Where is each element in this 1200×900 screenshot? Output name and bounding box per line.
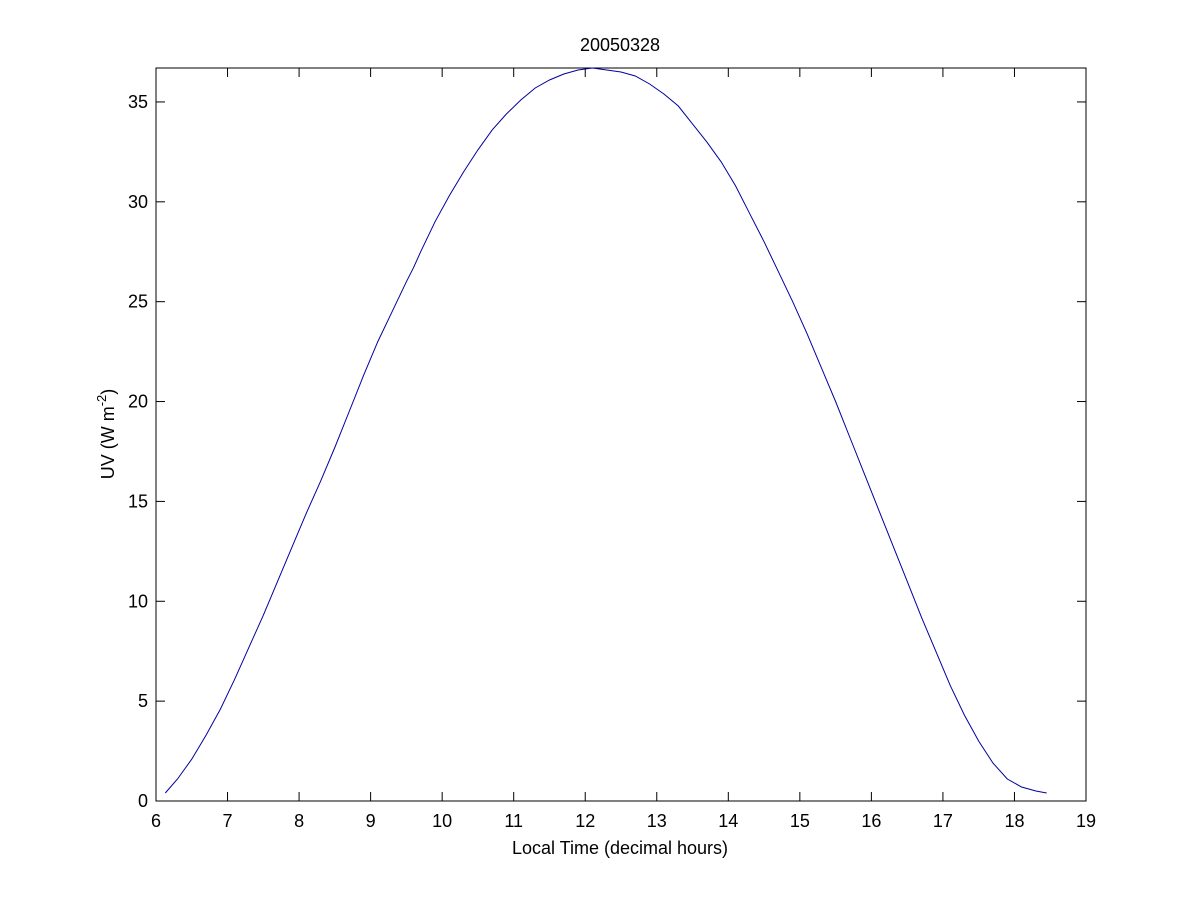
x-tick-label: 7 <box>223 811 233 831</box>
y-tick-label: 20 <box>128 392 148 412</box>
y-axis-label-suffix: ) <box>98 389 118 395</box>
x-tick-label: 8 <box>294 811 304 831</box>
uv-series-line <box>164 67 1047 794</box>
axes-box <box>155 67 1087 802</box>
y-tick-label: 15 <box>128 491 148 511</box>
y-axis-label-main: UV (W m <box>98 406 118 479</box>
x-tick-label: 16 <box>861 811 881 831</box>
x-axis-ticks: 6 7 8 9 10 11 12 13 14 15 16 17 18 19 <box>151 68 1096 831</box>
x-tick-label: 15 <box>790 811 810 831</box>
y-axis-label-exponent: -2 <box>94 395 109 407</box>
x-tick-label: 19 <box>1076 811 1096 831</box>
y-tick-label: 10 <box>128 591 148 611</box>
x-tick-label: 12 <box>575 811 595 831</box>
x-tick-label: 6 <box>151 811 161 831</box>
x-tick-label: 10 <box>432 811 452 831</box>
x-tick-label: 11 <box>504 811 523 831</box>
x-axis-label: Local Time (decimal hours) <box>512 838 728 858</box>
y-axis-ticks: 0 5 10 15 20 25 30 35 <box>128 92 1086 811</box>
y-axis-label: UV (W m-2) <box>94 389 118 480</box>
y-tick-label: 25 <box>128 292 148 312</box>
y-tick-label: 5 <box>138 691 148 711</box>
y-tick-label: 0 <box>138 791 148 811</box>
x-tick-label: 14 <box>718 811 738 831</box>
x-tick-label: 13 <box>647 811 667 831</box>
x-tick-label: 9 <box>366 811 376 831</box>
plot-area: 6 7 8 9 10 11 12 13 14 15 16 17 18 19 0 5 10 15 20 25 30 35 <box>128 67 1096 831</box>
chart-title: 20050328 <box>580 35 660 55</box>
x-tick-label: 17 <box>933 811 953 831</box>
y-tick-label: 35 <box>128 92 148 112</box>
y-tick-label: 30 <box>128 192 148 212</box>
x-tick-label: 18 <box>1004 811 1024 831</box>
